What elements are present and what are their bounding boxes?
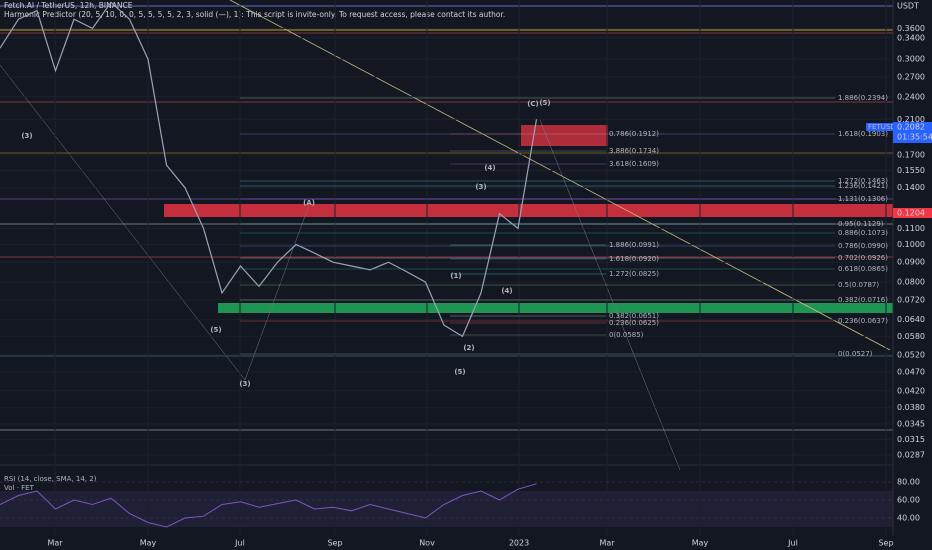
- support-zone: [218, 303, 893, 313]
- price-tick-label: 0.0420: [897, 386, 925, 395]
- time-tick-label: Mar: [47, 539, 63, 548]
- price-badge: [866, 123, 893, 131]
- price-tick-label: 0.0580: [897, 332, 925, 341]
- wave-label: (3): [475, 183, 486, 191]
- wave-label: (3): [239, 380, 250, 388]
- wave-label: (C): [527, 100, 539, 108]
- wave-label: (1): [450, 272, 461, 280]
- rsi-line: [0, 483, 537, 528]
- rsi-tick-label: 80.00: [897, 478, 920, 487]
- indicator-title: Harmonic Predictor (20, 5, 10, 0, 0, 5, …: [4, 10, 505, 19]
- wave-label: (5): [210, 326, 221, 334]
- trendline: [229, 0, 891, 351]
- wave-label: (5): [539, 99, 550, 107]
- wave-line: [244, 204, 310, 381]
- wave-label: (4): [484, 164, 495, 172]
- time-tick-label: Sep: [327, 539, 342, 548]
- volume-title: Vol · FET: [4, 484, 35, 492]
- last-price: 0.2082: [897, 123, 925, 132]
- time-tick-label: May: [140, 539, 157, 548]
- price-tick-label: 0.2700: [897, 72, 925, 81]
- fib-label: 0.886(0.1073): [838, 229, 888, 237]
- price-tick-label: 0.2400: [897, 92, 925, 101]
- time-tick-label: 2023: [509, 539, 529, 548]
- price-tick-label: 0.0345: [897, 419, 925, 428]
- fib-label: 1.236(0.1421): [838, 182, 888, 190]
- target-box: [521, 125, 608, 146]
- price-tick-label: 0.0900: [897, 258, 925, 267]
- time-tick-label: Mar: [599, 539, 615, 548]
- fib-label: 0.5(0.0787): [838, 281, 879, 289]
- ticker-badge: FETUSDT: [868, 123, 901, 131]
- time-tick-label: Jul: [787, 539, 798, 548]
- fib-label: 0.786(0.1912): [609, 130, 659, 138]
- price-tick-label: 0.0640: [897, 315, 925, 324]
- price-badge: [893, 122, 932, 143]
- fib-label: 3.886(0.1734): [609, 147, 659, 155]
- fib-label: 0(0.0585): [609, 331, 644, 339]
- fib-label: 0.382(0.0716): [838, 296, 888, 304]
- fib-label: 0(0.0527): [838, 350, 873, 358]
- rsi-tick-label: 40.00: [897, 514, 920, 523]
- resistance-zone: [164, 204, 893, 217]
- price-tick-label: 0.0315: [897, 435, 925, 444]
- wave-label: (A): [303, 199, 315, 207]
- price-tick-label: 0.1400: [897, 183, 925, 192]
- fib-label: 1.272(0.1463): [838, 177, 888, 185]
- price-tick-label: 0.0287: [897, 451, 925, 460]
- currency: USDT: [897, 2, 919, 11]
- price-line: [0, 1, 538, 338]
- price-tick-label: 0.0800: [897, 278, 925, 287]
- wave-label: (3): [21, 132, 32, 140]
- price-tick-label: 0.1000: [897, 240, 925, 249]
- fib-label: 1.618(0.0920): [609, 255, 659, 263]
- price-tick-label: 0.3000: [897, 55, 925, 64]
- rsi-band: [0, 491, 893, 527]
- fib-label: 0.702(0.0926): [838, 254, 888, 262]
- price-tick-label: 0.0520: [897, 350, 925, 359]
- time-tick-label: Jul: [234, 539, 245, 548]
- price-tick-label: 0.0380: [897, 403, 925, 412]
- fib-label: 1.272(0.0825): [609, 270, 659, 278]
- price-tick-label: 0.2100: [897, 115, 925, 124]
- price-tick-label: 0.3600: [897, 24, 925, 33]
- fib-label: 0.382(0.0651): [609, 312, 659, 320]
- fib-label: 3.618(0.1609): [609, 160, 659, 168]
- fib-label: 0.786(0.0990): [838, 242, 888, 250]
- wave-line: [539, 119, 681, 471]
- wave-label: (2): [463, 344, 474, 352]
- price-tick-label: 0.3400: [897, 34, 925, 43]
- fib-label: 1.886(0.2394): [838, 94, 888, 102]
- time-tick-label: Sep: [878, 539, 893, 548]
- symbol-title: Fetch.AI / TetherUS, 12h, BINANCE: [4, 1, 133, 10]
- fib-label: 1.886(0.0991): [609, 241, 659, 249]
- time-tick-label: Nov: [419, 539, 435, 548]
- fib-label: 0.95(0.1129): [838, 220, 884, 228]
- wave-line: [0, 64, 246, 381]
- time-tick-label: May: [692, 539, 709, 548]
- rsi-tick-label: 60.00: [897, 496, 920, 505]
- price-tick-label: 0.0470: [897, 367, 925, 376]
- wave-label: (4): [501, 287, 512, 295]
- fib-label: 1.618(0.1903): [838, 130, 888, 138]
- price-tick-label: 0.1550: [897, 166, 925, 175]
- rsi-title: RSI (14, close, SMA, 14, 2): [4, 475, 97, 483]
- price-tick-label: 0.1100: [897, 224, 925, 233]
- wave-label: (5): [454, 368, 465, 376]
- fib-label: 1.131(0.1306): [838, 195, 888, 203]
- fib-label: 0.236(0.0637): [838, 317, 888, 325]
- fib-label: 0.236(0.0625): [609, 319, 659, 327]
- level-price: 0.1204: [897, 209, 925, 218]
- price-tick-label: 0.1700: [897, 150, 925, 159]
- price-tick-label: 0.0720: [897, 295, 925, 304]
- level-badge: [893, 208, 932, 218]
- fib-label: 0.618(0.0865): [838, 265, 888, 273]
- countdown: 01:35:54: [897, 133, 932, 142]
